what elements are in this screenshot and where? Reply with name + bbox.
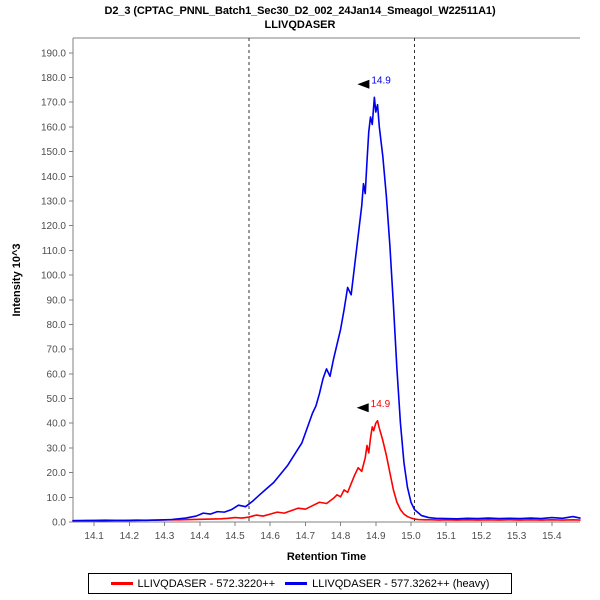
x-tick-label: 14.2 [120, 531, 140, 542]
y-tick-label: 150.0 [41, 147, 66, 158]
legend-swatch-light [110, 582, 133, 585]
legend-label-light: LLIVQDASER - 572.3220++ [137, 577, 276, 590]
y-tick-label: 120.0 [41, 221, 66, 232]
y-axis-title: Intensity 10^3 [11, 243, 23, 316]
legend-swatch-heavy [285, 582, 308, 585]
peak-apex-marker-heavy[interactable] [357, 79, 370, 89]
legend-label-heavy: LLIVQDASER - 577.3262++ (heavy) [312, 577, 490, 590]
y-tick-label: 190.0 [41, 48, 66, 59]
legend-item-light[interactable]: LLIVQDASER - 572.3220++ [110, 577, 276, 590]
y-tick-label: 110.0 [42, 246, 67, 257]
y-tick-label: 180.0 [41, 73, 66, 84]
y-tick-label: 100.0 [41, 271, 66, 282]
y-tick-label: 60.0 [47, 369, 67, 380]
x-tick-label: 15.3 [507, 531, 527, 542]
y-tick-label: 70.0 [47, 345, 67, 356]
y-tick-label: 160.0 [41, 122, 66, 133]
x-tick-label: 14.7 [296, 531, 316, 542]
y-tick-label: 140.0 [41, 172, 66, 183]
y-tick-label: 170.0 [41, 98, 66, 109]
x-tick-label: 14.9 [366, 531, 386, 542]
x-axis-title: Retention Time [287, 551, 366, 563]
chart-title-primary: D2_3 (CPTAC_PNNL_Batch1_Sec30_D2_002_24J… [104, 5, 496, 17]
legend-item-heavy[interactable]: LLIVQDASER - 577.3262++ (heavy) [285, 578, 489, 590]
y-tick-label: 0.0 [52, 518, 66, 529]
y-tick-label: 90.0 [47, 295, 67, 306]
x-tick-label: 15.2 [472, 531, 492, 542]
trace-heavy[interactable] [72, 96, 581, 522]
x-tick-label: 14.8 [331, 531, 351, 542]
x-tick-label: 15.4 [542, 531, 562, 542]
y-tick-label: 20.0 [47, 468, 67, 479]
x-tick-label: 14.6 [260, 531, 280, 542]
y-tick-label: 10.0 [47, 493, 67, 504]
y-tick-label: 40.0 [47, 419, 67, 430]
y-tick-label: 50.0 [47, 394, 67, 405]
peak-apex-label-light: 14.9 [371, 399, 391, 410]
y-tick-label: 30.0 [47, 443, 67, 454]
peak-apex-label-heavy: 14.9 [371, 75, 391, 86]
trace-light[interactable] [72, 419, 581, 522]
x-tick-label: 14.4 [190, 531, 210, 542]
axis-frame [72, 38, 580, 523]
peak-apex-marker-light[interactable] [356, 403, 369, 413]
x-tick-label: 14.1 [84, 531, 104, 542]
chart-legend: LLIVQDASER - 572.3220++ LLIVQDASER - 577… [88, 573, 512, 594]
x-tick-label: 14.3 [155, 531, 175, 542]
x-tick-label: 14.5 [225, 531, 245, 542]
x-tick-label: 15.0 [401, 531, 421, 542]
chart-title-peptide: LLIVQDASER [264, 19, 336, 31]
y-tick-label: 80.0 [47, 320, 67, 331]
y-tick-label: 130.0 [41, 196, 66, 207]
x-tick-label: 15.1 [436, 531, 456, 542]
chart-title-block: D2_3 (CPTAC_PNNL_Batch1_Sec30_D2_002_24J… [0, 4, 600, 32]
